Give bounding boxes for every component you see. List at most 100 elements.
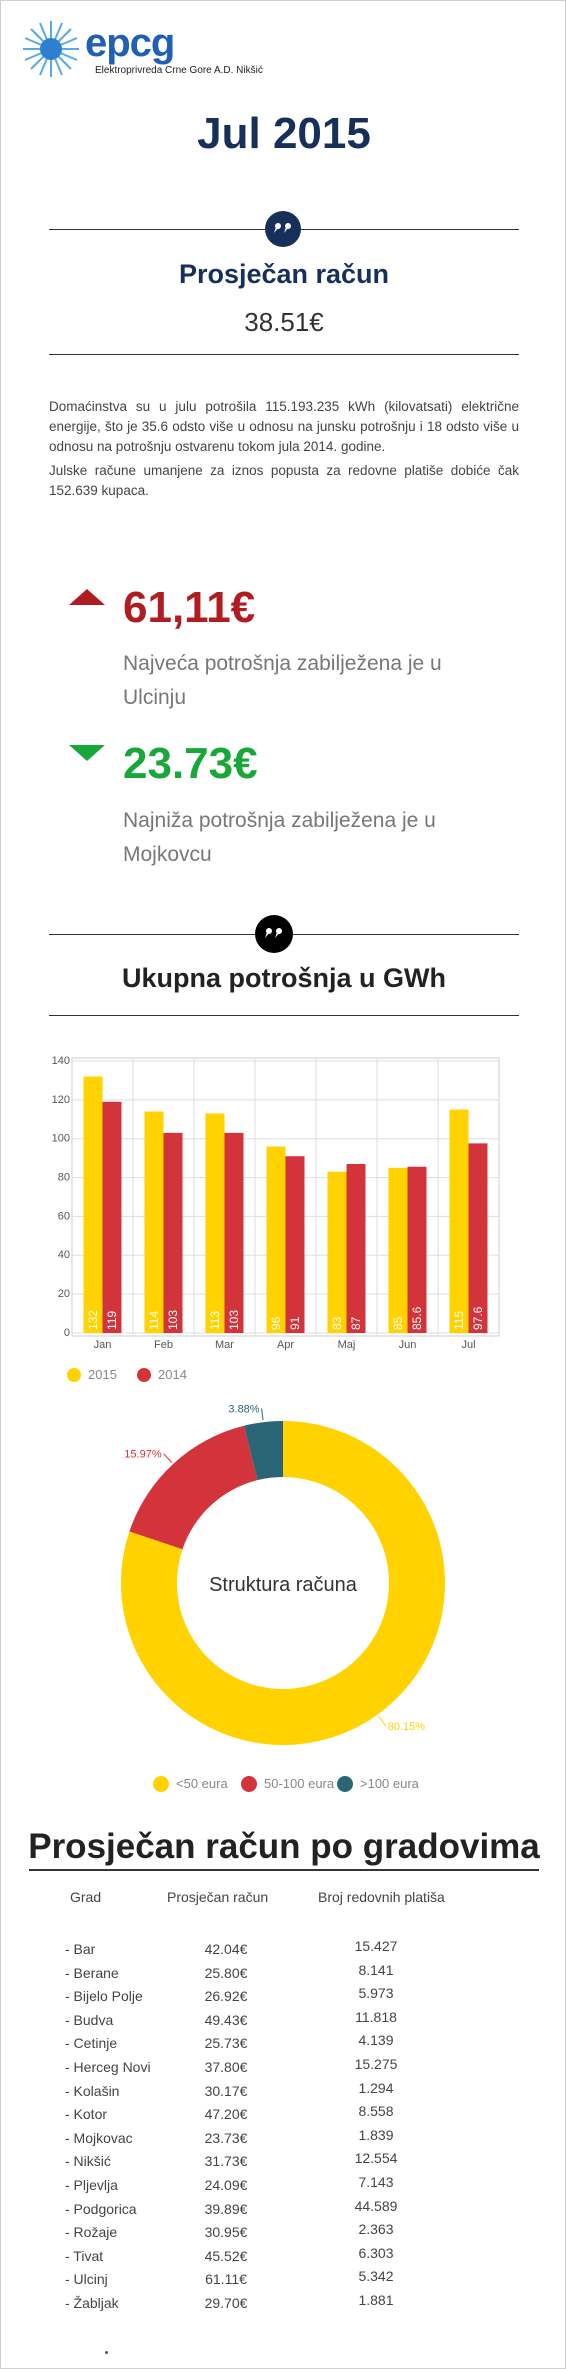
quote-icon: [255, 915, 293, 953]
regular-payers: 5.342: [358, 2268, 394, 2285]
city-name: - Bar: [65, 1941, 96, 1957]
up-arrow: [69, 589, 105, 605]
bar: [224, 1132, 244, 1333]
bar: [102, 1101, 122, 1333]
city-name: - Budva: [65, 2011, 114, 2028]
bar: [266, 1146, 286, 1333]
bar-value-label: 103: [166, 1310, 180, 1330]
donut-slice: [121, 1421, 446, 1745]
y-tick-label: 80: [58, 1171, 70, 1183]
regular-payers: 12.554: [354, 2150, 398, 2167]
legend-label: >100 eura: [360, 1776, 420, 1791]
regular-payers: 6.303: [358, 2244, 394, 2261]
y-tick-label: 120: [52, 1094, 70, 1106]
bar-value-label: 113: [208, 1311, 222, 1330]
regular-payers: 15.427: [354, 1938, 398, 1954]
max-text: Najveća potrošnja zabilježena je u Ulcin…: [123, 652, 442, 709]
x-tick-label: Maj: [338, 1339, 356, 1351]
x-tick-label: Mar: [215, 1339, 234, 1351]
bar: [407, 1166, 427, 1333]
table-header: Grad: [70, 1889, 102, 1905]
slice-label: 80.15%: [388, 1721, 426, 1733]
average-bill: 31.73€: [204, 2153, 248, 2170]
average-bill: 61.11€: [205, 2271, 247, 2288]
average-bill: 26.92€: [204, 1988, 248, 2005]
regular-payers: 5.973: [358, 1985, 394, 2002]
regular-payers: 4.139: [358, 2032, 394, 2049]
x-tick-label: Jun: [399, 1339, 417, 1351]
city-name: - Kotor: [65, 2106, 108, 2123]
average-bill: 42.04€: [204, 1941, 248, 1957]
legend-swatch: [153, 1776, 169, 1792]
bar-value-label: 132: [86, 1310, 100, 1330]
divider: [49, 1015, 519, 1016]
average-bill: 49.43€: [204, 2011, 248, 2028]
city-name: - Rožaje: [65, 2224, 118, 2241]
bar: [144, 1111, 164, 1333]
legend-label: <50 eura: [176, 1776, 228, 1791]
bar-value-label: 91: [288, 1316, 302, 1330]
bar-value-label: 115: [452, 1311, 466, 1330]
donut-slice: [243, 1421, 283, 1481]
average-bill: 24.09€: [204, 2177, 248, 2193]
y-tick-label: 140: [52, 1055, 70, 1067]
regular-payers: 1.294: [358, 2079, 394, 2096]
regular-payers: 44.589: [354, 2197, 398, 2214]
y-tick-label: 60: [58, 1210, 70, 1222]
label-leader: [163, 1453, 173, 1463]
table-header: Broj redovnih platiša: [318, 1889, 445, 1905]
legend-swatch: [67, 1368, 81, 1382]
donut-center-title: Struktura računa: [209, 1574, 358, 1596]
city-name: - Nikšić: [65, 2153, 111, 2170]
chart-title: Ukupna potrošnja u GWh: [122, 963, 446, 993]
bar-value-label: 85: [391, 1316, 405, 1330]
legend-swatch: [241, 1776, 257, 1792]
bar: [327, 1171, 347, 1333]
y-tick-label: 100: [52, 1133, 70, 1145]
divider: [29, 1869, 539, 1871]
average-bill: 30.95€: [204, 2224, 248, 2241]
logo-icon: [23, 21, 79, 77]
y-tick-label: 20: [58, 1288, 70, 1300]
slice-label: 15.97%: [124, 1449, 162, 1461]
city-name: - Pljevlja: [65, 2177, 118, 2193]
table-header: Prosječan račun: [167, 1889, 269, 1905]
bar-value-label: 87: [349, 1316, 363, 1330]
bar: [83, 1076, 103, 1333]
city-name: - Kolašin: [65, 2082, 120, 2099]
legend-swatch: [337, 1776, 353, 1792]
y-tick-label: 40: [58, 1249, 70, 1261]
regular-payers: 8.141: [358, 1961, 394, 1978]
slice-label: 3.88%: [228, 1403, 259, 1415]
intro-text: Domaćinstva su u julu potrošila 115.193.…: [49, 397, 519, 505]
average-bill: 39.89€: [204, 2200, 248, 2217]
dot: [105, 2351, 108, 2354]
city-name: - Žabljak: [65, 2295, 119, 2311]
logo-text: epcg: [85, 21, 175, 65]
average-bill: 23.73€: [204, 2129, 248, 2146]
min-text: Najniža potrošnja zabilježena je u Mojko…: [123, 809, 436, 866]
bar-value-label: 85.6: [410, 1306, 424, 1330]
average-bill: 47.20€: [204, 2106, 248, 2123]
city-name: - Tivat: [65, 2247, 104, 2264]
average-bill: 37.80€: [204, 2059, 248, 2075]
page-title: Jul 2015: [197, 109, 371, 158]
summary-value: 38.51€: [244, 307, 324, 337]
y-tick-label: 0: [64, 1327, 70, 1339]
bar: [205, 1113, 225, 1333]
bar: [449, 1109, 469, 1333]
bar-chart: 0 20 40 60 80 100 120 140 Jan 132 119 Feb 114 103 Mar 1…: [52, 1055, 500, 1382]
bar: [163, 1132, 183, 1333]
regular-payers: 2.363: [358, 2221, 394, 2238]
average-bill: 30.17€: [204, 2082, 248, 2099]
bar: [388, 1167, 408, 1333]
bar: [285, 1156, 305, 1333]
average-bill: 45.52€: [204, 2247, 248, 2264]
donut-slice: [129, 1425, 258, 1550]
legend-label: 2014: [158, 1367, 187, 1382]
bar: [346, 1163, 366, 1333]
plot-area: [71, 1057, 500, 1337]
bar-value-label: 83: [330, 1316, 344, 1330]
max-value: 61,11€: [123, 583, 256, 632]
